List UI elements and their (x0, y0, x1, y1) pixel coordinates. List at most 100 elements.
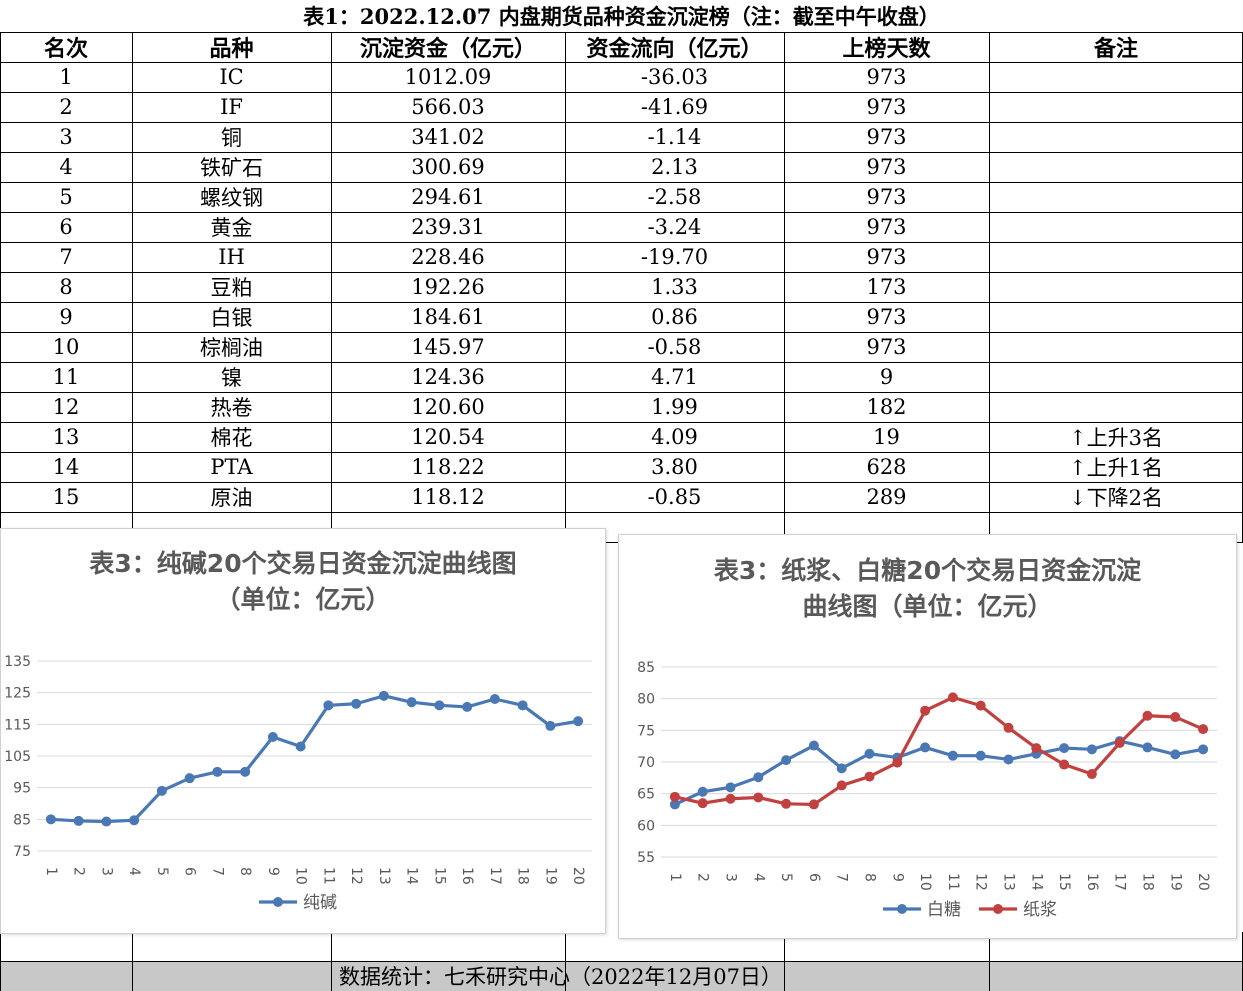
data-point (517, 700, 528, 711)
rank-cell: 12 (52, 395, 80, 419)
rank-cell: 4 (59, 155, 73, 179)
y-tick-label: 95 (13, 781, 31, 797)
data-point (573, 716, 584, 727)
capital-cell: 566.03 (411, 95, 485, 119)
data-point (1198, 724, 1209, 735)
data-point (1003, 722, 1014, 733)
data-point (753, 792, 764, 803)
x-tick-label: 18 (515, 867, 531, 885)
flow-cell: 2.13 (651, 155, 698, 179)
capital-cell: 120.60 (411, 395, 485, 419)
variety-cell: 热卷 (210, 396, 253, 420)
data-point (129, 815, 140, 826)
data-point (267, 732, 278, 742)
data-point (1086, 744, 1097, 755)
days-cell: 973 (866, 305, 907, 329)
x-tick-label: 13 (1001, 873, 1017, 891)
x-tick-label: 7 (834, 873, 850, 882)
data-point (1114, 738, 1125, 748)
data-point (184, 773, 195, 784)
x-tick-label: 1 (43, 867, 59, 876)
rank-cell: 10 (52, 335, 80, 359)
x-tick-label: 16 (1084, 873, 1100, 891)
data-point (753, 772, 764, 783)
rank-cell: 1 (59, 65, 73, 89)
y-tick-label: 75 (637, 723, 655, 739)
rank-cell: 11 (52, 365, 80, 389)
capital-cell: 145.97 (411, 335, 485, 359)
y-tick-label: 55 (637, 850, 655, 866)
x-tick-label: 3 (98, 867, 114, 876)
days-cell: 173 (866, 275, 907, 299)
variety-cell: 黄金 (210, 216, 253, 240)
days-cell: 973 (866, 335, 907, 359)
x-tick-label: 20 (1195, 873, 1211, 891)
x-tick-label: 8 (862, 873, 878, 882)
y-tick-label: 70 (637, 755, 655, 771)
data-point (378, 690, 389, 701)
capital-cell: 118.22 (411, 455, 485, 479)
data-point (73, 815, 84, 826)
flow-cell: -3.24 (647, 215, 702, 239)
flow-cell: 0.86 (651, 305, 698, 329)
data-point (351, 698, 362, 709)
data-point (920, 742, 931, 753)
flow-cell: -0.58 (647, 335, 702, 359)
x-tick-label: 7 (209, 867, 225, 876)
footer-background (0, 961, 1243, 991)
rank-cell: 9 (59, 305, 73, 329)
y-tick-label: 85 (13, 812, 31, 828)
days-cell: 973 (866, 125, 907, 149)
days-cell: 289 (866, 485, 907, 509)
flow-cell: 1.33 (651, 275, 698, 299)
x-tick-label: 19 (1167, 873, 1183, 891)
variety-cell: IH (218, 245, 245, 269)
x-tick-label: 1 (667, 873, 683, 882)
capital-cell: 341.02 (411, 125, 485, 149)
data-point (434, 700, 445, 711)
data-point (697, 786, 708, 797)
days-cell: 19 (873, 425, 900, 449)
data-point (669, 799, 680, 810)
rank-cell: 5 (59, 185, 73, 209)
header-variety: 品种 (209, 36, 254, 62)
x-tick-label: 6 (806, 873, 822, 882)
notes-cell: ↓下降2名 (1069, 486, 1163, 510)
data-point (920, 705, 931, 716)
y-tick-label: 125 (4, 686, 31, 702)
x-tick-label: 14 (404, 867, 420, 885)
x-tick-label: 10 (293, 867, 309, 885)
x-tick-label: 5 (778, 873, 794, 882)
y-tick-label: 105 (4, 749, 31, 765)
data-point (947, 692, 958, 703)
x-tick-label: 11 (320, 867, 336, 885)
variety-cell: 原油 (210, 486, 253, 510)
days-cell: 973 (866, 95, 907, 119)
capital-cell: 294.61 (411, 185, 485, 209)
x-tick-label: 3 (723, 873, 739, 882)
data-point (892, 757, 903, 768)
notes-cell: ↑上升3名 (1069, 426, 1163, 450)
days-cell: 9 (879, 365, 894, 389)
variety-cell: 豆粕 (210, 276, 253, 300)
rank-cell: 6 (59, 215, 73, 239)
x-tick-label: 6 (182, 867, 198, 876)
flow-cell: -36.03 (640, 65, 709, 89)
header-notes: 备注 (1093, 36, 1138, 62)
data-point (1059, 743, 1070, 754)
flow-cell: -41.69 (640, 95, 709, 119)
y-tick-label: 80 (637, 692, 655, 708)
variety-cell: 棕榈油 (200, 336, 263, 360)
data-point (725, 793, 736, 804)
data-point (240, 766, 251, 777)
series-line (50, 694, 579, 824)
flow-cell: -1.14 (647, 125, 702, 149)
variety-cell: 铁矿石 (200, 156, 263, 180)
x-tick-label: 17 (487, 867, 503, 885)
data-point (1142, 742, 1153, 753)
x-tick-label: 19 (542, 867, 558, 885)
chart-subtitle: （单位：亿元） (215, 585, 391, 614)
variety-cell: 棉花 (210, 426, 253, 450)
